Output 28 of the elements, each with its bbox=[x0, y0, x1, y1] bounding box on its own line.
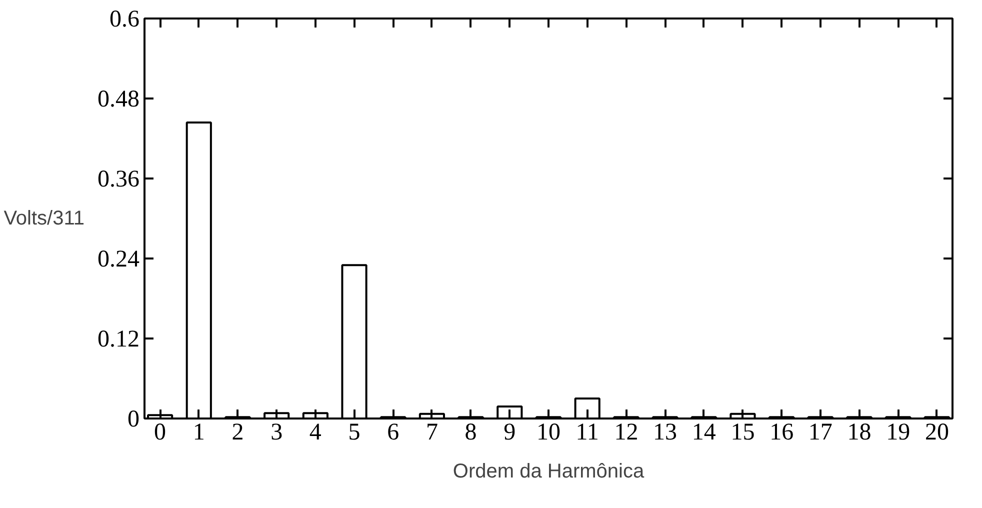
x-tick-label: 14 bbox=[692, 420, 716, 446]
x-tick-label: 12 bbox=[614, 420, 638, 446]
y-tick-label: 0.12 bbox=[98, 326, 140, 352]
y-tick-label: 0.24 bbox=[98, 246, 140, 272]
x-tick-label: 7 bbox=[426, 420, 438, 446]
x-tick-label: 19 bbox=[886, 420, 910, 446]
x-tick-label: 0 bbox=[154, 420, 166, 446]
x-tick-label: 11 bbox=[576, 420, 599, 446]
x-tick-label: 8 bbox=[464, 420, 477, 446]
y-tick-label: 0.48 bbox=[98, 86, 140, 112]
x-tick-label: 13 bbox=[653, 420, 678, 446]
x-tick-label: 1 bbox=[192, 420, 205, 446]
x-axis-title: Ordem da Harmônica bbox=[452, 460, 645, 482]
x-tick-label: 10 bbox=[536, 420, 560, 446]
x-tick-label: 18 bbox=[847, 420, 872, 446]
x-tick-label: 20 bbox=[924, 420, 949, 446]
x-tick-label: 9 bbox=[504, 420, 516, 446]
y-tick-label: 0.6 bbox=[110, 6, 140, 32]
x-tick-label: 15 bbox=[730, 420, 755, 446]
x-tick-label: 6 bbox=[387, 420, 400, 446]
x-tick-label: 2 bbox=[232, 420, 244, 446]
x-tick-label: 5 bbox=[348, 420, 360, 446]
y-axis-title: Volts/311 bbox=[4, 208, 85, 230]
x-tick-label: 4 bbox=[309, 420, 322, 446]
x-tick-label: 17 bbox=[808, 420, 832, 446]
x-tick-label: 16 bbox=[770, 420, 794, 446]
x-tick-label: 3 bbox=[270, 420, 283, 446]
y-tick-label: 0.36 bbox=[98, 166, 140, 192]
